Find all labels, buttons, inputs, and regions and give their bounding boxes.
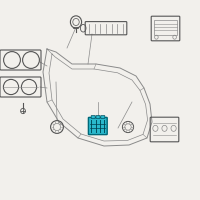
FancyBboxPatch shape: [96, 116, 100, 118]
FancyBboxPatch shape: [91, 116, 95, 118]
FancyBboxPatch shape: [101, 116, 105, 118]
FancyBboxPatch shape: [88, 117, 107, 135]
